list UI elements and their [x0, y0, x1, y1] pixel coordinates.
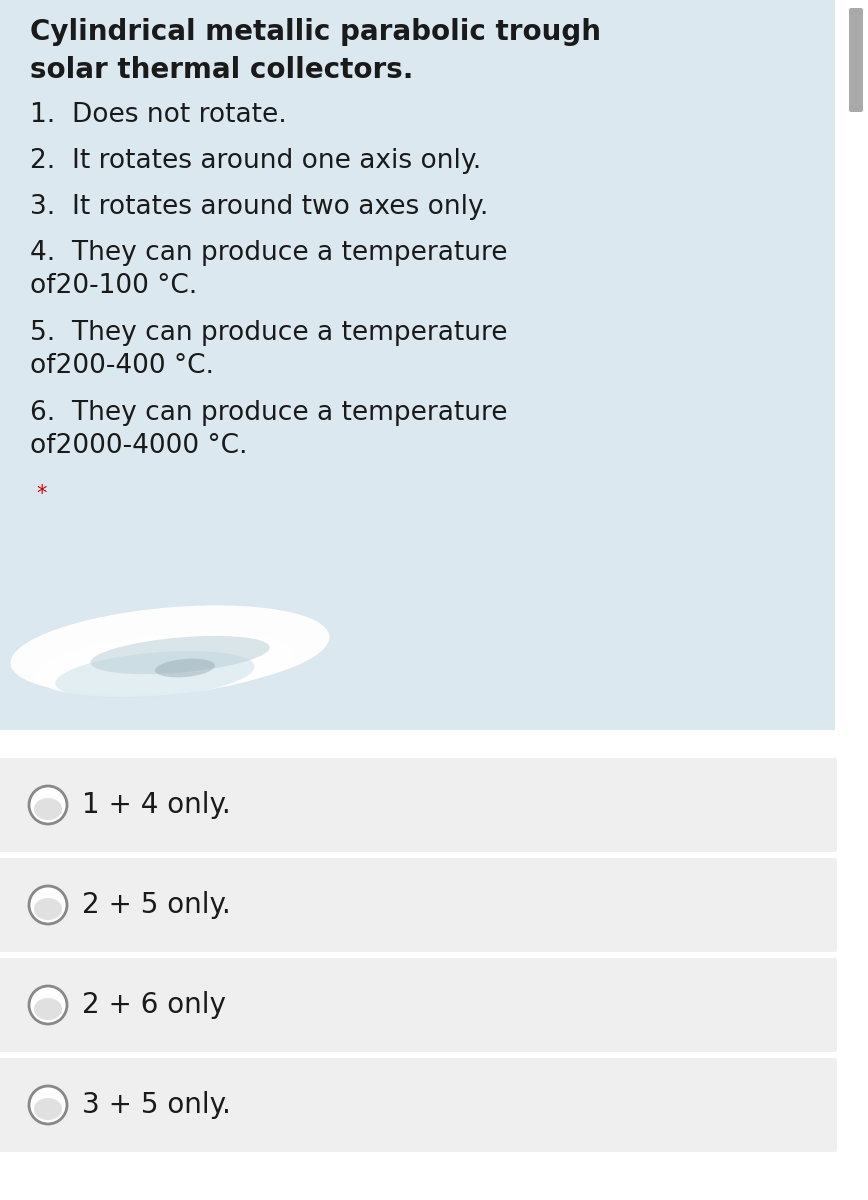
Ellipse shape: [56, 650, 254, 700]
FancyBboxPatch shape: [0, 0, 835, 730]
FancyBboxPatch shape: [0, 858, 837, 952]
Circle shape: [29, 986, 67, 1024]
Ellipse shape: [155, 659, 215, 677]
Ellipse shape: [34, 1098, 62, 1120]
Text: 1 + 4 only.: 1 + 4 only.: [82, 791, 231, 818]
Circle shape: [29, 1086, 67, 1124]
Ellipse shape: [10, 606, 330, 695]
Circle shape: [29, 886, 67, 924]
Text: 2 + 5 only.: 2 + 5 only.: [82, 890, 231, 919]
Text: 2 + 6 only: 2 + 6 only: [82, 991, 226, 1019]
Text: 1.  Does not rotate.: 1. Does not rotate.: [30, 102, 286, 128]
Text: Cylindrical metallic parabolic trough: Cylindrical metallic parabolic trough: [30, 18, 601, 46]
Text: 5.  They can produce a temperature
of200-400 °C.: 5. They can produce a temperature of200-…: [30, 320, 508, 379]
Text: 4.  They can produce a temperature
of20-100 °C.: 4. They can produce a temperature of20-1…: [30, 240, 508, 299]
Text: solar thermal collectors.: solar thermal collectors.: [30, 56, 413, 84]
Text: *: *: [36, 484, 46, 504]
Text: 6.  They can produce a temperature
of2000-4000 °C.: 6. They can produce a temperature of2000…: [30, 400, 508, 458]
Ellipse shape: [34, 898, 62, 920]
FancyBboxPatch shape: [0, 758, 837, 852]
Ellipse shape: [36, 634, 294, 697]
Ellipse shape: [90, 636, 270, 674]
FancyBboxPatch shape: [0, 958, 837, 1052]
Ellipse shape: [34, 998, 62, 1020]
Text: 3 + 5 only.: 3 + 5 only.: [82, 1091, 231, 1118]
Text: 3.  It rotates around two axes only.: 3. It rotates around two axes only.: [30, 194, 489, 220]
Ellipse shape: [34, 798, 62, 820]
FancyBboxPatch shape: [0, 1058, 837, 1152]
Text: 2.  It rotates around one axis only.: 2. It rotates around one axis only.: [30, 148, 481, 174]
Circle shape: [29, 786, 67, 824]
FancyBboxPatch shape: [849, 8, 863, 112]
